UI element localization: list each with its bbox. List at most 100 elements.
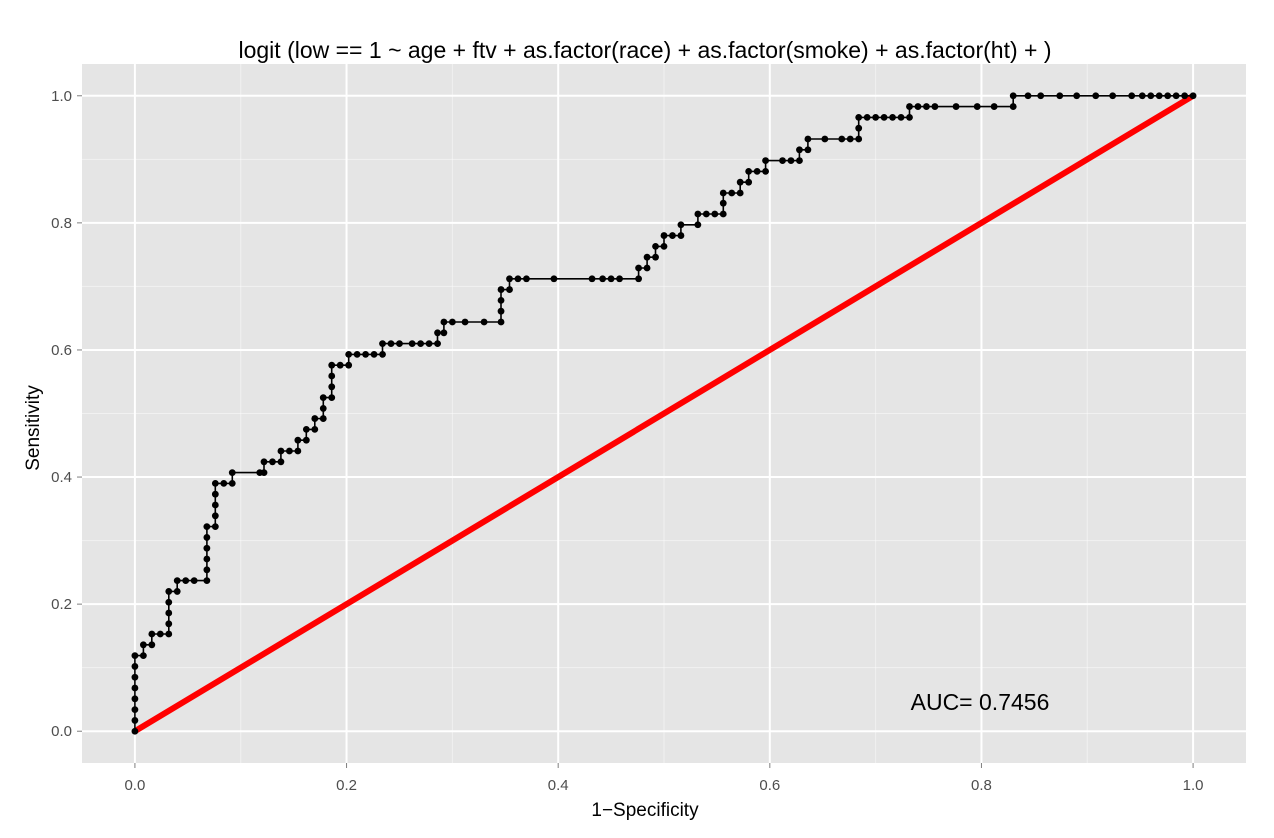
roc-point [652, 242, 659, 250]
roc-point [353, 351, 361, 358]
roc-point [1147, 92, 1155, 100]
roc-point [660, 232, 668, 239]
roc-point [599, 275, 607, 283]
roc-point [719, 210, 727, 218]
x-tick-label: 1.0 [1183, 777, 1204, 794]
roc-point [211, 512, 219, 520]
roc-point [260, 469, 268, 476]
roc-point [497, 318, 505, 326]
roc-point [131, 673, 139, 681]
roc-point [269, 458, 276, 466]
roc-point [855, 113, 863, 121]
roc-point [906, 103, 913, 110]
roc-point [497, 296, 505, 304]
roc-point [370, 351, 378, 358]
roc-point [1181, 92, 1189, 100]
roc-point [211, 480, 219, 487]
roc-point [131, 706, 139, 714]
roc-point [448, 318, 456, 326]
roc-point [914, 103, 922, 110]
roc-point [131, 717, 139, 724]
roc-point [362, 351, 369, 358]
roc-point [762, 167, 769, 175]
roc-point [1009, 103, 1017, 110]
roc-point [719, 189, 727, 197]
roc-point [328, 383, 336, 391]
roc-point [165, 620, 173, 628]
roc-point [480, 318, 488, 326]
roc-point [838, 135, 846, 143]
roc-point [880, 113, 888, 121]
roc-point [719, 199, 727, 207]
roc-point [328, 394, 336, 402]
roc-point [702, 210, 710, 218]
roc-point [514, 275, 522, 283]
roc-point [1172, 92, 1180, 100]
roc-point [302, 436, 310, 444]
roc-point [1164, 92, 1172, 100]
roc-point [173, 588, 181, 595]
roc-point [497, 307, 505, 315]
roc-point [165, 630, 173, 638]
y-tick-label: 0.0 [51, 723, 72, 740]
roc-point [1109, 92, 1117, 100]
reference-line-layer [131, 92, 1197, 735]
chart-title: logit (low == 1 ~ age + ftv + as.factor(… [238, 37, 1051, 63]
roc-point [148, 641, 156, 649]
roc-point [139, 652, 147, 660]
roc-point [345, 351, 353, 358]
roc-point [203, 534, 211, 541]
roc-point [669, 232, 676, 239]
roc-point [328, 361, 336, 369]
roc-point [872, 113, 880, 121]
roc-point [434, 340, 441, 347]
roc-point [652, 253, 659, 261]
reference-diagonal-line [131, 92, 1197, 735]
roc-point [461, 318, 469, 326]
roc-point [131, 684, 139, 692]
roc-point [203, 523, 211, 531]
roc-point [148, 630, 156, 638]
roc-point [779, 157, 786, 164]
roc-point [635, 275, 643, 283]
roc-point [131, 695, 139, 703]
roc-point [379, 340, 386, 347]
auc-annotation: AUC= 0.7456 [911, 689, 1050, 715]
roc-point [607, 275, 615, 283]
y-tick-label: 0.8 [51, 215, 72, 232]
roc-point [387, 340, 395, 347]
roc-point [203, 544, 211, 552]
roc-point [821, 135, 829, 143]
roc-point [228, 480, 236, 487]
roc-point [425, 340, 433, 347]
roc-point [417, 340, 425, 347]
roc-point [990, 103, 998, 110]
roc-point [1009, 92, 1017, 100]
roc-point [506, 275, 513, 283]
roc-point [139, 641, 147, 649]
roc-point [1128, 92, 1136, 100]
roc-point [952, 103, 960, 110]
roc-point [440, 318, 448, 326]
roc-point [294, 436, 302, 444]
roc-point [745, 167, 753, 175]
y-tick-label: 1.0 [51, 88, 72, 105]
roc-point [855, 124, 863, 132]
roc-point [319, 405, 327, 412]
roc-point [804, 146, 812, 154]
roc-point [694, 210, 702, 218]
roc-point [131, 652, 139, 660]
roc-point [203, 566, 211, 574]
roc-point [906, 113, 913, 121]
roc-point [897, 113, 905, 121]
roc-point [440, 329, 448, 337]
roc-point [923, 103, 930, 110]
roc-point [434, 329, 441, 337]
major-gridlines [82, 64, 1246, 763]
roc-point [345, 361, 353, 369]
roc-point [846, 135, 854, 143]
roc-point [931, 103, 939, 110]
x-tick-label: 0.2 [336, 777, 357, 794]
roc-point [643, 264, 651, 272]
